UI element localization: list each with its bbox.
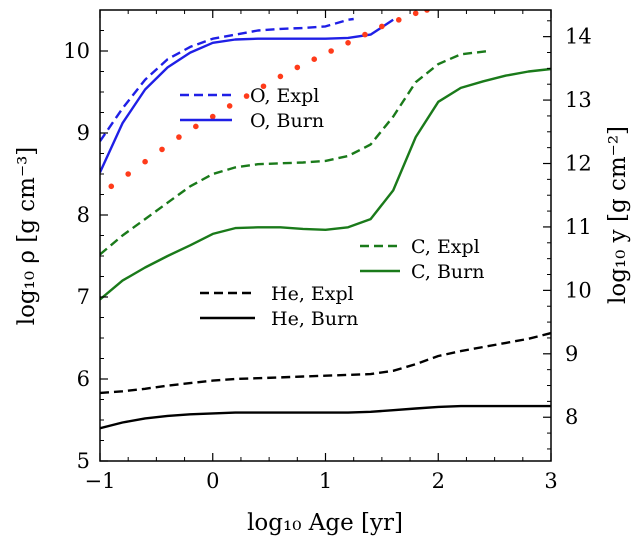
series-point	[362, 31, 368, 38]
y-tick-label: 7	[77, 285, 90, 309]
series-line	[100, 404, 551, 430]
series-line	[100, 49, 490, 256]
series-point	[277, 73, 284, 80]
y2-tick-label: 12	[565, 152, 592, 176]
x-tick-label: 3	[544, 469, 557, 493]
legend-label: O, Burn	[250, 110, 324, 132]
x-tick-label: −1	[85, 469, 116, 493]
y2-axis-label: log₁₀ y [g cm⁻²]	[605, 126, 631, 304]
y-tick-label: 8	[77, 203, 90, 227]
legend-label: He, Expl	[271, 283, 354, 305]
series-layer	[100, 10, 551, 430]
y2-tick-label: 11	[565, 215, 592, 239]
series-point	[260, 83, 267, 90]
series-point	[193, 123, 199, 130]
series-point	[243, 93, 250, 99]
series-point	[379, 23, 385, 30]
series-point	[395, 17, 402, 23]
y-tick-label: 9	[77, 121, 90, 145]
series-point	[311, 56, 318, 62]
legend-label: C, Expl	[411, 236, 480, 258]
y2-tick-label: 14	[565, 25, 592, 49]
y-tick-label: 5	[77, 449, 90, 473]
series-point	[159, 146, 165, 153]
series-point	[345, 40, 351, 46]
y-tick-label: 10	[63, 39, 90, 63]
series-point	[176, 134, 182, 140]
y-tick-label: 6	[77, 367, 90, 391]
x-axis-label: log₁₀ Age [yr]	[247, 510, 403, 536]
y2-tick-label: 10	[565, 278, 592, 302]
legend-label: C, Burn	[411, 261, 484, 283]
legend-layer: O, Expl O, Burn C, Expl C, Burn He, Expl He, …	[180, 85, 484, 330]
series-point	[125, 171, 131, 177]
series-point	[294, 64, 301, 71]
series-point	[209, 113, 216, 120]
y2-tick-label: 13	[565, 88, 592, 112]
series-point	[412, 10, 419, 17]
series-line	[100, 18, 394, 173]
series-point	[328, 48, 334, 54]
x-tick-label: 2	[432, 469, 445, 493]
series-point	[142, 158, 148, 165]
y-axis-label: log₁₀ ρ [g cm⁻³]	[14, 147, 40, 326]
y2-tick-label: 9	[565, 342, 578, 366]
y2-tick-label: 8	[565, 405, 578, 429]
series-line	[100, 67, 551, 301]
series-point	[226, 103, 233, 109]
x-tick-label: 0	[206, 469, 219, 493]
series-point	[108, 183, 115, 190]
x-tick-label: 1	[319, 469, 332, 493]
series-line	[100, 331, 551, 395]
legend-label: O, Expl	[250, 85, 319, 107]
legend-label: He, Burn	[271, 308, 358, 330]
series-line	[100, 17, 354, 142]
